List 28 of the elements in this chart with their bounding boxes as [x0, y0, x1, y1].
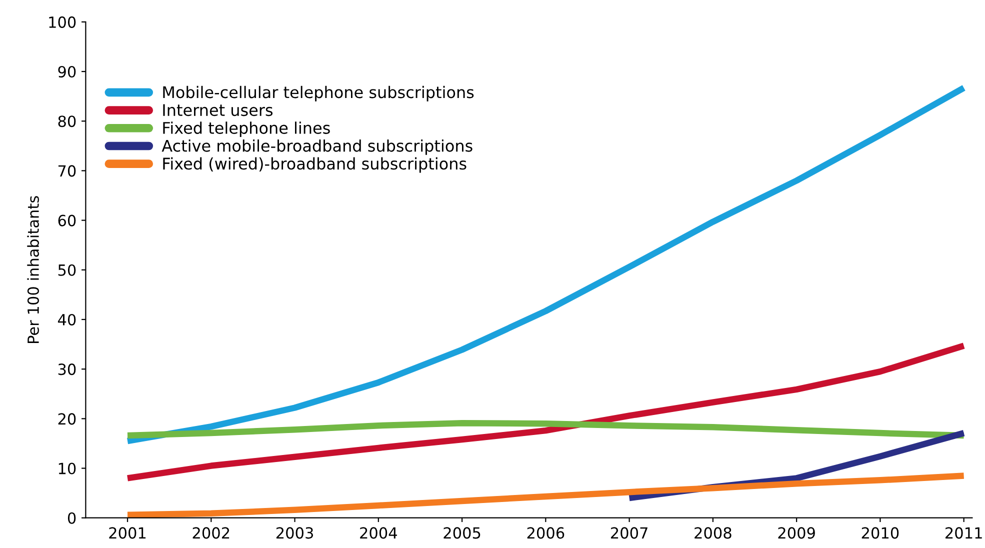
y-tick-label: 0	[68, 512, 76, 524]
legend-label: Mobile-cellular telephone subscriptions	[163, 86, 474, 102]
x-tick-label: 2003	[276, 527, 313, 539]
y-tick-label: 60	[58, 214, 76, 226]
x-tick-label: 2008	[694, 527, 732, 539]
x-tick-label: 2011	[946, 527, 982, 539]
y-tick-label: 70	[58, 165, 76, 177]
legend-label: Fixed telephone lines	[163, 122, 330, 138]
y-tick-label: 40	[58, 314, 76, 326]
y-tick-label: 100	[49, 16, 76, 28]
y-tick-label: 10	[58, 462, 76, 474]
x-tick-label: 2006	[527, 527, 564, 539]
x-tick-label: 2004	[360, 527, 397, 539]
y-tick-label: 50	[58, 264, 76, 276]
y-tick-label: 30	[58, 364, 76, 376]
x-tick-label: 2002	[192, 527, 230, 539]
y-tick-label: 90	[58, 66, 76, 78]
x-tick-label: 2005	[444, 527, 480, 539]
y-tick-label: 20	[58, 413, 76, 425]
x-tick-label: 2001	[109, 527, 146, 539]
y-axis-title: Per 100 inhabitants	[27, 196, 39, 343]
x-tick-label: 2009	[778, 527, 815, 539]
legend-label: Active mobile-broadband subscriptions	[162, 139, 472, 155]
y-tick-label: 80	[58, 116, 76, 128]
legend-label: Internet users	[163, 104, 273, 116]
x-tick-label: 2010	[862, 527, 899, 539]
legend-label: Fixed (wired)-broadband subscriptions	[163, 157, 466, 173]
x-tick-label: 2007	[610, 527, 648, 539]
